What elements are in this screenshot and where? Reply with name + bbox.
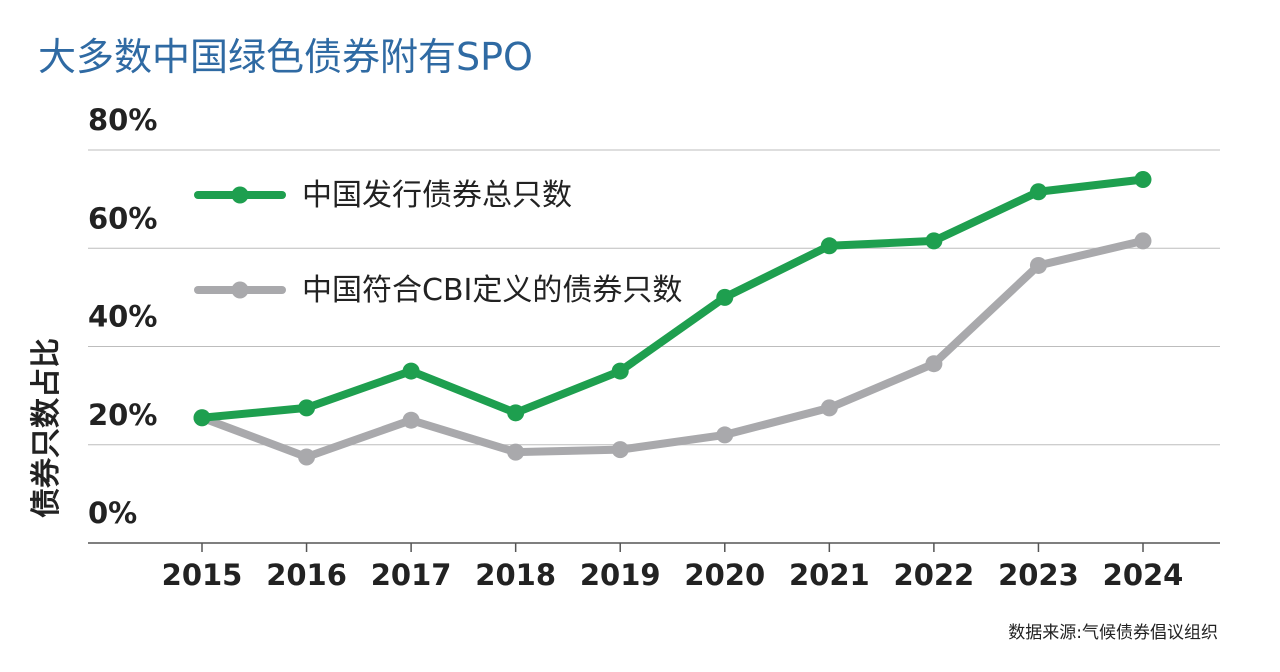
- x-tick-label: 2023: [998, 558, 1079, 592]
- x-tick-label: 2016: [266, 558, 347, 592]
- series-line-1: [198, 236, 1147, 462]
- data-point: [402, 411, 420, 429]
- y-tick-label: 0%: [88, 496, 137, 530]
- legend-label: 中国发行债券总只数: [302, 178, 572, 213]
- x-tick-label: 2021: [789, 558, 870, 592]
- data-point: [820, 399, 838, 417]
- legend-swatch-marker: [231, 281, 249, 299]
- y-tick-label: 20%: [88, 398, 157, 432]
- data-point: [507, 443, 525, 461]
- data-source: 数据来源:气候债券倡议组织: [1008, 623, 1218, 643]
- data-point: [1029, 256, 1047, 274]
- legend-label: 中国符合CBI定义的债券只数: [302, 273, 682, 308]
- data-point: [298, 448, 316, 466]
- data-point: [925, 355, 943, 373]
- x-tick-label: 2015: [162, 558, 243, 592]
- chart-title: 大多数中国绿色债券附有SPO: [38, 35, 533, 79]
- legend-swatch-marker: [231, 186, 249, 204]
- x-tick-label: 2018: [475, 558, 556, 592]
- y-tick-label: 80%: [88, 103, 157, 137]
- data-point: [820, 237, 838, 255]
- x-tick-label: 2017: [371, 558, 452, 592]
- data-point: [1134, 170, 1152, 188]
- data-point: [1029, 183, 1047, 201]
- series-group: [193, 170, 1152, 466]
- x-tick-label: 2020: [684, 558, 765, 592]
- data-point: [611, 362, 629, 380]
- series-line-0: [198, 175, 1147, 422]
- x-tick-label: 2019: [580, 558, 661, 592]
- data-point: [716, 288, 734, 306]
- data-point: [402, 362, 420, 380]
- y-tick-label: 60%: [88, 201, 157, 235]
- y-axis-label: 债券只数占比: [29, 338, 64, 518]
- data-point: [1134, 232, 1152, 250]
- x-tick-label: 2022: [894, 558, 975, 592]
- y-axis-ticks: 0% 20% 40% 60% 80%: [88, 103, 157, 530]
- data-point: [925, 232, 943, 250]
- data-point: [507, 404, 525, 422]
- x-tick-label: 2024: [1103, 558, 1184, 592]
- data-point: [298, 399, 316, 417]
- data-point: [611, 441, 629, 459]
- x-axis-ticks: 2015 2016 2017 2018 2019 2020 2021 2022 2023 2024: [162, 543, 1184, 592]
- data-point: [716, 426, 734, 444]
- y-tick-label: 40%: [88, 300, 157, 334]
- data-point: [193, 409, 211, 427]
